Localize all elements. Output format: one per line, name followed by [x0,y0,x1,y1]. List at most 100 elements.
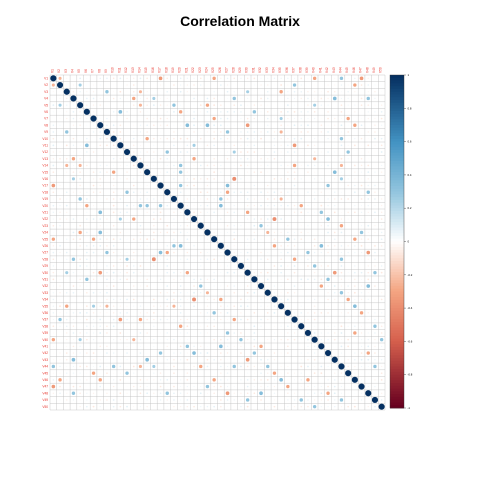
correlation-circle [106,352,108,354]
correlation-circle [72,91,75,93]
correlation-circle [72,291,75,294]
correlation-circle [186,238,189,240]
correlation-circle [240,365,242,368]
correlation-circle [113,84,115,86]
correlation-circle [52,137,55,140]
correlation-circle [186,178,189,180]
correlation-circle [340,339,342,341]
correlation-circle [59,312,61,314]
correlation-circle [333,238,336,240]
correlation-circle [273,118,275,120]
correlation-circle [106,365,108,367]
correlation-circle [72,117,75,120]
correlation-circle [193,117,195,120]
correlation-circle [353,83,357,87]
correlation-circle [227,144,229,146]
correlation-circle [52,305,55,307]
correlation-circle [380,372,383,374]
correlation-circle [334,372,336,374]
correlation-circle [253,104,256,106]
correlation-circle [158,351,163,355]
correlation-circle [72,385,75,388]
correlation-circle [307,225,309,227]
colorbar-segment [390,252,404,256]
correlation-circle [99,399,101,401]
correlation-circle [280,84,283,86]
correlation-circle [233,91,235,93]
correlation-circle [300,131,303,133]
correlation-circle [253,211,255,213]
correlation-circle [353,405,356,408]
correlation-circle [280,238,282,240]
correlation-circle [347,238,349,240]
correlation-circle [320,332,322,334]
colorbar-tick-label: 0.4 [408,173,412,177]
correlation-circle [126,138,128,140]
correlation-circle [126,292,128,294]
correlation-circle [139,338,142,341]
correlation-circle [212,76,216,81]
correlation-circle [66,238,68,240]
correlation-circle [313,312,316,314]
correlation-circle [79,325,81,327]
correlation-circle [293,265,296,267]
correlation-circle [125,371,129,375]
correlation-circle [106,211,108,213]
correlation-circle [145,136,149,141]
correlation-circle [119,178,121,180]
correlation-circle [52,178,54,180]
correlation-circle [367,358,370,361]
correlation-circle [126,245,128,247]
correlation-circle [272,217,277,221]
correlation-circle [146,285,148,287]
correlation-circle [320,131,323,133]
correlation-circle [247,265,249,267]
correlation-circle [320,97,323,100]
correlation-circle [314,124,316,126]
correlation-circle [334,245,336,247]
correlation-circle [280,212,282,213]
correlation-circle [280,137,282,140]
correlation-circle [294,218,296,220]
correlation-circle [314,191,316,193]
correlation-circle [381,104,383,106]
correlation-circle [354,258,356,260]
correlation-circle [260,238,262,240]
correlation-circle [173,318,175,321]
correlation-circle [153,131,155,133]
correlation-circle [52,124,55,126]
correlation-circle [320,406,322,408]
correlation-circle [227,151,229,153]
correlation-circle [59,157,61,160]
correlation-circle [153,325,155,327]
correlation-circle [173,285,175,287]
correlation-circle [347,111,349,113]
correlation-circle [133,238,135,240]
correlation-circle [247,97,249,100]
correlation-circle [153,91,155,93]
correlation-circle [259,344,263,349]
correlation-circle [86,325,88,327]
correlation-circle [193,111,195,113]
colorbar-segment [390,319,404,323]
correlation-circle [79,332,81,334]
correlation-circle [354,372,356,374]
correlation-circle [334,352,336,354]
correlation-circle [153,372,155,374]
correlation-circle [146,392,148,395]
correlation-circle [99,151,101,153]
correlation-circle [72,332,75,334]
correlation-circle [266,131,269,133]
correlation-circle [213,171,216,174]
correlation-circle [166,245,168,247]
correlation-circle [73,379,74,381]
correlation-circle [220,251,222,254]
correlation-circle [173,98,175,99]
correlation-circle [300,238,303,240]
correlation-circle [59,225,61,227]
correlation-circle [126,111,128,113]
correlation-circle [287,392,289,394]
correlation-circle [233,231,235,234]
correlation-circle [166,238,168,240]
correlation-circle [112,131,115,133]
